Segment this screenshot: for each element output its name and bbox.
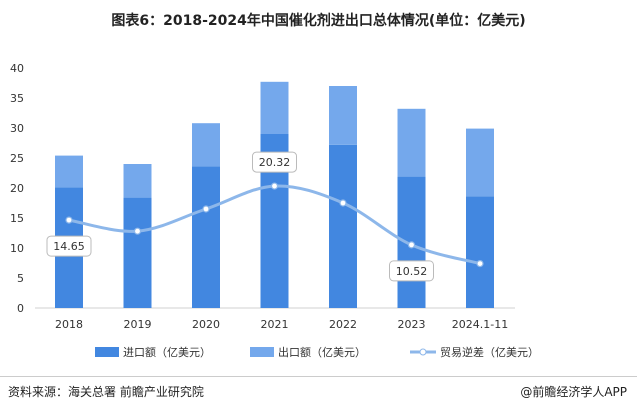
line-point: [476, 260, 484, 268]
line-point: [270, 182, 279, 190]
bar-export: [123, 164, 152, 198]
x-tick-label: 2019: [124, 318, 152, 331]
data-label: 20.32: [259, 156, 291, 169]
bar-import: [123, 197, 152, 308]
y-tick-label: 25: [10, 152, 24, 165]
y-tick-label: 10: [10, 242, 24, 255]
data-label: 10.52: [396, 265, 428, 278]
line-point: [65, 216, 73, 224]
line-point: [133, 227, 142, 235]
y-tick-label: 40: [10, 62, 24, 75]
bar-import: [329, 144, 357, 308]
x-tick-label: 2023: [398, 318, 426, 331]
line-point: [407, 241, 416, 249]
legend-label-import: 进口额（亿美元）: [123, 346, 211, 359]
legend-label-line: 贸易逆差（亿美元）: [440, 345, 539, 359]
legend-swatch-import: [95, 347, 119, 357]
data-label-box: [389, 260, 434, 282]
bar-export: [192, 123, 220, 167]
data-label-box: [252, 151, 297, 173]
bar-export: [397, 108, 426, 177]
y-tick-label: 5: [17, 272, 24, 285]
bar-export: [466, 128, 494, 197]
data-label: 14.65: [53, 240, 85, 253]
x-tick-label: 2018: [55, 318, 83, 331]
brand-text: @前瞻经济学人APP: [520, 385, 627, 399]
y-tick-label: 0: [17, 302, 24, 315]
footer-divider: [0, 376, 637, 377]
bar-import: [466, 196, 494, 308]
data-label-box: [46, 235, 92, 257]
bar-export: [55, 155, 83, 188]
bar-export: [329, 86, 357, 145]
x-tick-label: 2021: [261, 318, 289, 331]
source-text: 资料来源：海关总署 前瞻产业研究院: [8, 385, 204, 399]
line-point: [202, 205, 210, 213]
legend-swatch-export: [250, 347, 274, 357]
x-tick-label: 2020: [192, 318, 220, 331]
y-tick-label: 15: [10, 212, 24, 225]
y-tick-label: 20: [10, 182, 24, 195]
bar-import: [192, 166, 220, 308]
legend-label-export: 出口额（亿美元）: [278, 345, 366, 359]
line-point: [339, 199, 347, 207]
bar-export: [260, 81, 289, 134]
legend-marker-line: [419, 348, 427, 356]
x-tick-label: 2024.1-11: [452, 318, 508, 331]
y-tick-label: 35: [10, 92, 24, 105]
y-tick-label: 30: [10, 122, 24, 135]
x-tick-label: 2022: [329, 318, 357, 331]
chart-title: 图表6：2018-2024年中国催化剂进出口总体情况(单位：亿美元): [111, 13, 526, 29]
